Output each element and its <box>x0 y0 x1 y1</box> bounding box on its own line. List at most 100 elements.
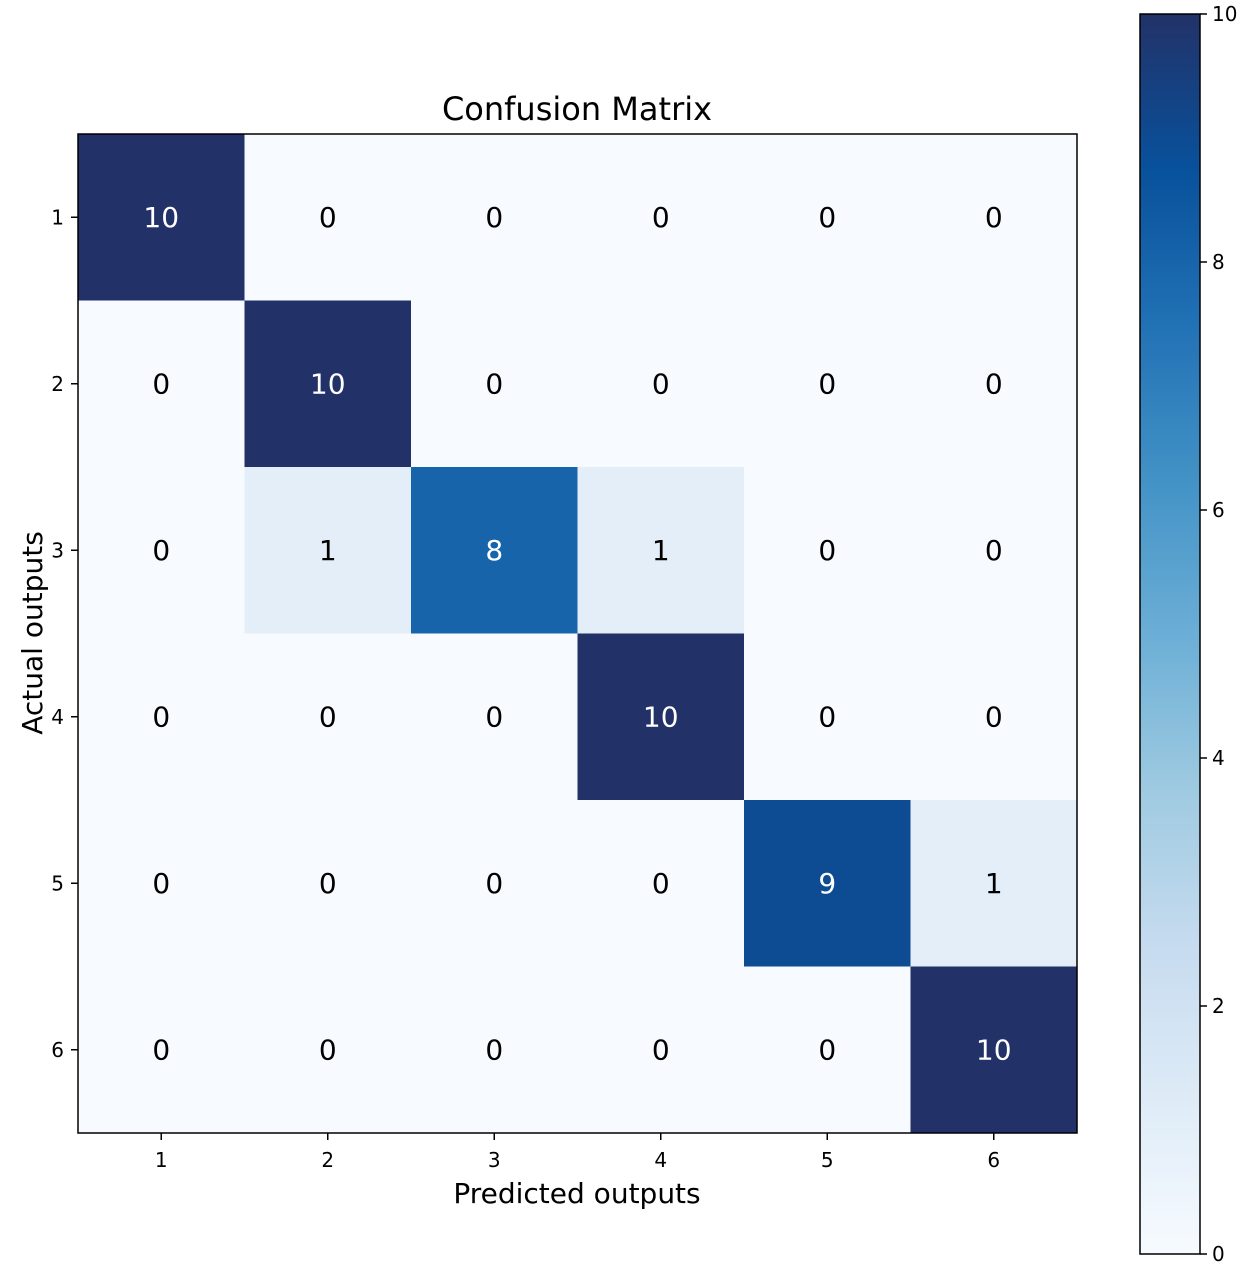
y-tick-label: 5 <box>51 871 64 895</box>
colorbar-tick-label: 10 <box>1212 2 1237 26</box>
heatmap-cell <box>577 300 745 468</box>
heatmap-cell <box>244 633 412 801</box>
y-tick-label: 6 <box>51 1038 64 1062</box>
cell-value-label: 1 <box>319 534 337 567</box>
cell-value-label: 0 <box>152 700 170 733</box>
cell-value-label: 0 <box>818 700 836 733</box>
colorbar-tick-label: 8 <box>1212 250 1225 274</box>
heatmap-cell <box>411 633 578 801</box>
x-axis-ticks: 1 2 3 4 5 6 <box>155 1133 1000 1172</box>
cell-value-label: 0 <box>652 867 670 900</box>
cell-value-label: 10 <box>976 1033 1012 1066</box>
heatmap-cell <box>78 966 245 1134</box>
heatmap-cell <box>577 966 745 1134</box>
cell-value-label: 0 <box>985 534 1003 567</box>
heatmap-cell <box>244 467 412 634</box>
heatmap-cell <box>411 966 578 1134</box>
heatmap-cell <box>744 467 911 634</box>
heatmap-cell <box>244 966 412 1134</box>
heatmap-cell <box>244 300 412 468</box>
cell-value-label: 0 <box>485 201 503 234</box>
x-tick-label: 4 <box>654 1148 667 1172</box>
cell-value-label: 10 <box>310 367 346 400</box>
y-axis-ticks: 1 2 3 4 5 6 <box>51 205 78 1062</box>
heatmap-cell <box>744 966 911 1134</box>
heatmap-cell <box>411 800 578 967</box>
heatmap-cell <box>910 300 1078 468</box>
heatmap-cell <box>244 800 412 967</box>
colorbar-tick-label: 4 <box>1212 746 1225 770</box>
cell-value-label: 0 <box>485 1033 503 1066</box>
heatmap-cell <box>910 966 1078 1134</box>
heatmap-cells <box>78 134 1078 1134</box>
cell-value-label: 0 <box>152 367 170 400</box>
cell-value-label: 1 <box>985 867 1003 900</box>
cell-value-label: 0 <box>652 367 670 400</box>
cell-value-label: 0 <box>818 201 836 234</box>
colorbar-tick-label: 0 <box>1212 1242 1225 1266</box>
heatmap-cell <box>78 134 245 301</box>
cell-value-label: 9 <box>818 867 836 900</box>
y-axis-label: Actual outputs <box>16 531 49 735</box>
cell-value-label: 0 <box>652 201 670 234</box>
heatmap-cell <box>577 134 745 301</box>
heatmap-cell <box>910 134 1078 301</box>
cell-value-label: 0 <box>985 201 1003 234</box>
colorbar-frame <box>1139 13 1201 1255</box>
x-tick-label: 5 <box>821 1148 834 1172</box>
x-tick-label: 1 <box>155 1148 168 1172</box>
cell-value-label: 0 <box>818 534 836 567</box>
heatmap-cell <box>78 633 245 801</box>
cell-value-label: 0 <box>485 367 503 400</box>
y-tick-label: 1 <box>51 205 64 229</box>
heatmap-cell <box>78 467 245 634</box>
heatmap-cell <box>577 633 745 801</box>
y-tick-label: 2 <box>51 372 64 396</box>
heatmap-cell <box>577 800 745 967</box>
heatmap-cell <box>78 800 245 967</box>
heatmap-cell <box>411 467 578 634</box>
y-tick-label: 3 <box>51 538 64 562</box>
cell-value-label: 0 <box>152 1033 170 1066</box>
heatmap-cell <box>910 633 1078 801</box>
cell-value-label: 0 <box>985 700 1003 733</box>
cell-value-label: 0 <box>485 700 503 733</box>
x-tick-label: 3 <box>488 1148 501 1172</box>
heatmap-cell <box>910 467 1078 634</box>
heatmap-cell <box>910 800 1078 967</box>
cell-value-label: 0 <box>319 201 337 234</box>
cell-value-label: 8 <box>485 534 503 567</box>
heatmap-cell <box>744 633 911 801</box>
x-tick-label: 2 <box>321 1148 334 1172</box>
x-axis-label: Predicted outputs <box>453 1177 700 1210</box>
cell-value-label: 0 <box>485 867 503 900</box>
cell-value-label: 0 <box>652 1033 670 1066</box>
x-tick-label: 6 <box>987 1148 1000 1172</box>
heatmap-cell <box>411 300 578 468</box>
chart-title: Confusion Matrix <box>442 90 712 128</box>
heatmap-cell <box>577 467 745 634</box>
colorbar-tick-label: 6 <box>1212 498 1225 522</box>
heatmap-cell <box>244 134 412 301</box>
cell-value-label: 0 <box>319 867 337 900</box>
plot-frame <box>77 133 1078 1134</box>
heatmap-cell <box>411 134 578 301</box>
cell-value-label: 0 <box>152 867 170 900</box>
cell-value-label: 0 <box>985 367 1003 400</box>
cell-value-labels: 10 0 0 0 0 00 10 0 0 0 00 1 8 1 0 00 0 0 10 0 00 0 0 0 9 10 0 0 0 0 10 <box>143 201 1011 1067</box>
colorbar-ticks: 0 2 4 6 8 10 <box>1200 2 1237 1266</box>
cell-value-label: 10 <box>643 700 679 733</box>
colorbar-tick-label: 2 <box>1212 994 1225 1018</box>
heatmap-cell <box>744 134 911 301</box>
colorbar-gradient <box>1140 14 1200 1254</box>
cell-value-label: 0 <box>818 367 836 400</box>
cell-value-label: 0 <box>319 1033 337 1066</box>
cell-value-label: 0 <box>319 700 337 733</box>
y-tick-label: 4 <box>51 705 64 729</box>
heatmap-cell <box>744 800 911 967</box>
heatmap-cell <box>744 300 911 468</box>
cell-value-label: 0 <box>818 1033 836 1066</box>
heatmap-cell <box>78 300 245 468</box>
cell-value-label: 1 <box>652 534 670 567</box>
